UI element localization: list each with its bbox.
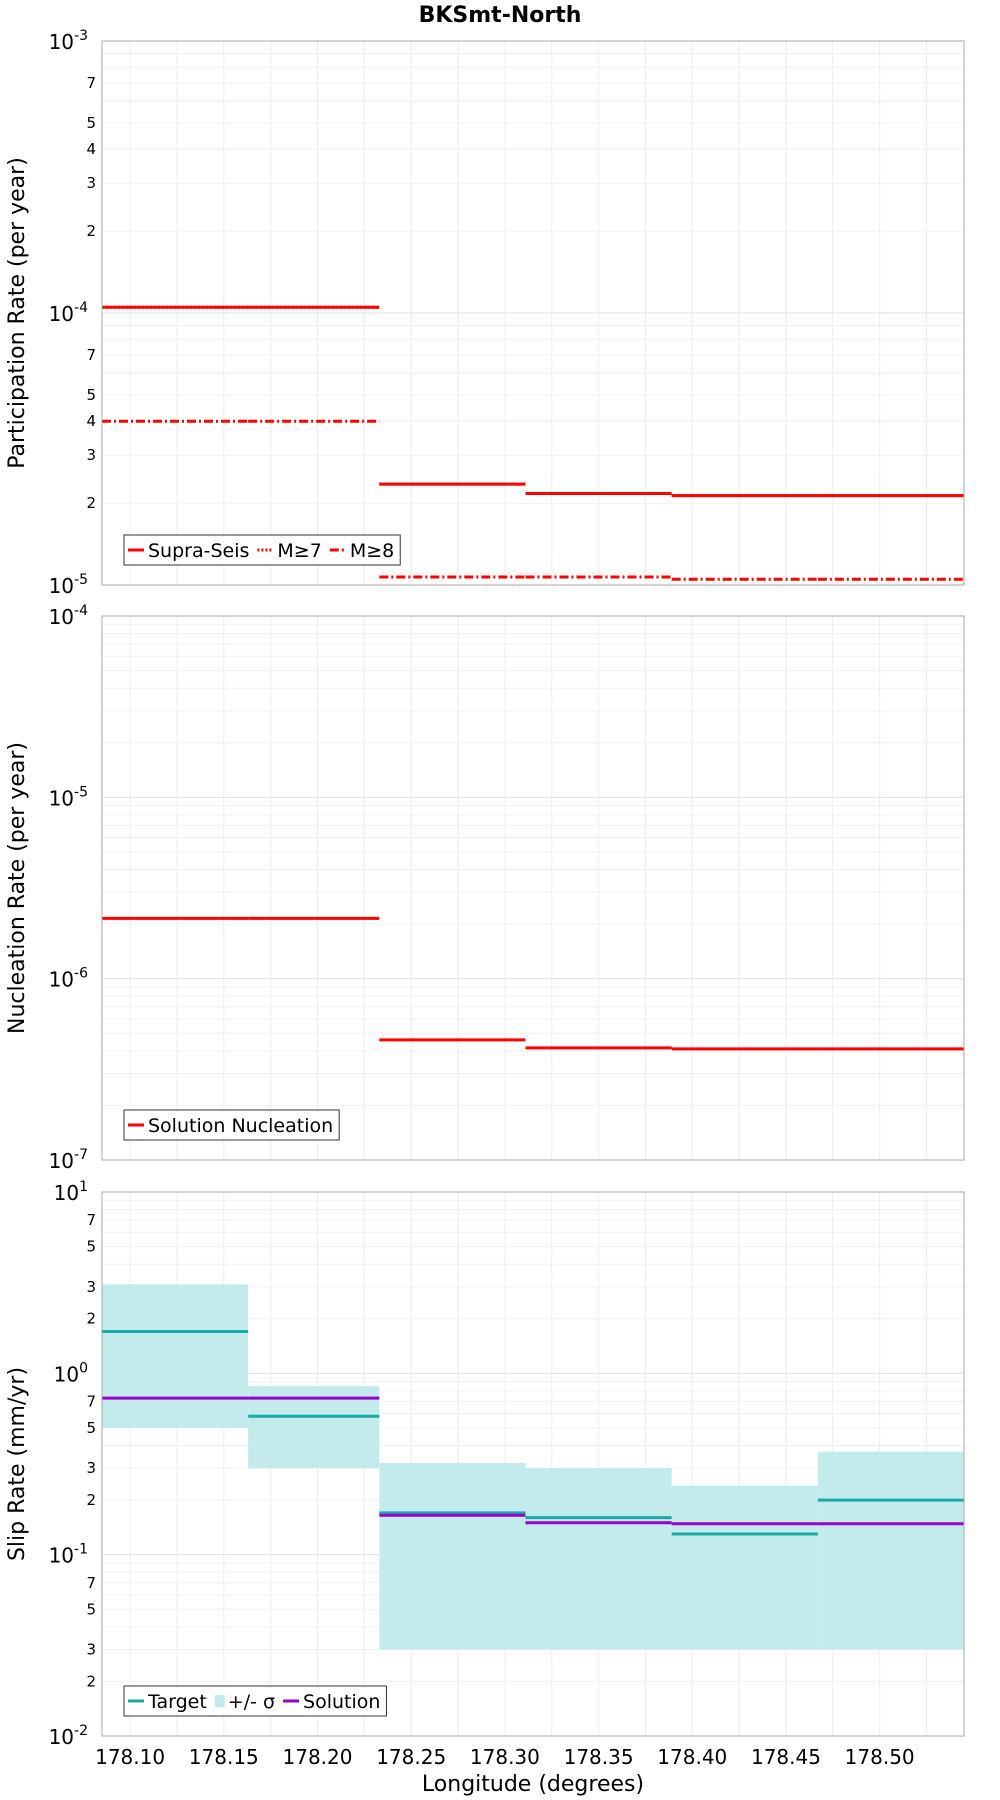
y-minor-tick-label: 2 xyxy=(86,222,96,240)
y-tick-label: 10-1 xyxy=(49,1542,88,1568)
y-axis-label-slip: Slip Rate (mm/yr) xyxy=(5,1367,30,1561)
x-tick-label: 178.10 xyxy=(95,1745,165,1769)
legend-label: +/- σ xyxy=(228,1691,275,1713)
y-tick-label: 10-4 xyxy=(49,603,89,629)
sigma-band xyxy=(379,1463,526,1650)
legend-label: M≥7 xyxy=(277,540,321,562)
y-minor-tick-label: 3 xyxy=(86,1640,96,1658)
x-tick-label: 178.30 xyxy=(470,1745,540,1769)
x-tick-label: 178.40 xyxy=(657,1745,727,1769)
x-tick-label: 178.50 xyxy=(845,1745,915,1769)
y-minor-tick-label: 4 xyxy=(86,412,96,430)
y-minor-tick-label: 2 xyxy=(86,1491,96,1509)
y-tick-label: 100 xyxy=(54,1360,88,1386)
y-minor-tick-label: 3 xyxy=(86,446,96,464)
panel-participation: 10-3 10-4 10-5 7 5 4 3 2 7 5 4 3 2 Participation Rate… xyxy=(5,28,965,598)
legend-participation: Supra-Seis M≥7 M≥8 xyxy=(123,534,401,566)
y-tick-label: 10-5 xyxy=(49,784,88,810)
plot-frame xyxy=(101,1191,965,1737)
x-tick-label: 178.45 xyxy=(751,1745,821,1769)
x-tick-label: 178.15 xyxy=(189,1745,259,1769)
y-minor-tick-label: 7 xyxy=(86,346,96,364)
x-tick-label: 178.25 xyxy=(376,1745,446,1769)
y-minor-tick-label: 2 xyxy=(86,1310,96,1328)
plot-frame xyxy=(101,40,965,586)
y-minor-tick-label: 5 xyxy=(86,114,96,132)
legend-label: Solution xyxy=(303,1691,380,1713)
y-tick-label: 10-2 xyxy=(49,1723,88,1749)
sigma-band xyxy=(671,1485,818,1650)
y-axis-label-participation: Participation Rate (per year) xyxy=(5,157,30,469)
y-minor-tick-label: 3 xyxy=(86,174,96,192)
legend-label: M≥8 xyxy=(350,540,394,562)
x-tick-label: 178.35 xyxy=(564,1745,634,1769)
y-minor-tick-label: 3 xyxy=(86,1278,96,1296)
y-axis-label-nucleation: Nucleation Rate (per year) xyxy=(5,742,30,1034)
sigma-band xyxy=(525,1468,672,1650)
legend-slip: Target +/- σ Solution xyxy=(123,1685,387,1717)
legend-box xyxy=(123,1685,387,1717)
y-tick-label: 10-6 xyxy=(49,966,89,992)
legend-swatch xyxy=(214,1695,225,1707)
y-minor-tick-label: 7 xyxy=(86,74,96,92)
y-minor-tick-label: 2 xyxy=(86,1672,96,1690)
chart-title: BKSmt-North xyxy=(419,3,582,28)
panels: 10-3 10-4 10-5 7 5 4 3 2 7 5 4 3 2 Participation Rate… xyxy=(5,28,965,1769)
y-tick-label: 10-5 xyxy=(49,572,88,598)
sigma-band xyxy=(817,1451,964,1650)
y-minor-tick-label: 2 xyxy=(86,494,96,512)
y-minor-tick-label: 7 xyxy=(86,1392,96,1410)
x-axis-label: Longitude (degrees) xyxy=(422,1772,644,1797)
legend-label: Target xyxy=(147,1691,207,1713)
y-minor-tick-label: 5 xyxy=(86,1238,96,1256)
y-minor-tick-label: 5 xyxy=(86,1419,96,1437)
panel-nucleation: 10-4 10-5 10-6 10-7 Nucleation Rate (per yea… xyxy=(5,603,965,1173)
y-tick-label: 10-3 xyxy=(49,28,88,54)
y-minor-tick-label: 3 xyxy=(86,1459,96,1477)
x-tick-label: 178.20 xyxy=(283,1745,353,1769)
y-minor-tick-label: 7 xyxy=(86,1574,96,1592)
legend-nucleation: Solution Nucleation xyxy=(123,1109,340,1141)
sigma-band xyxy=(102,1284,249,1428)
plot-frame xyxy=(101,615,965,1161)
y-tick-label: 101 xyxy=(54,1179,88,1205)
y-minor-tick-label: 4 xyxy=(86,140,96,158)
y-tick-label: 10-4 xyxy=(49,300,89,326)
panel-slip: 101 100 10-1 10-2 7 5 3 2 7 5 3 2 7 5 3 2 Slip Rate (mm/… xyxy=(5,1179,965,1769)
legend-label: Supra-Seis xyxy=(148,540,249,562)
legend-label: Solution Nucleation xyxy=(148,1115,333,1137)
y-minor-tick-label: 5 xyxy=(86,386,96,404)
y-tick-label: 10-7 xyxy=(49,1147,88,1173)
sigma-band xyxy=(248,1386,380,1469)
y-minor-tick-label: 5 xyxy=(86,1600,96,1618)
legend-box xyxy=(123,1109,340,1141)
y-minor-tick-label: 7 xyxy=(86,1211,96,1229)
